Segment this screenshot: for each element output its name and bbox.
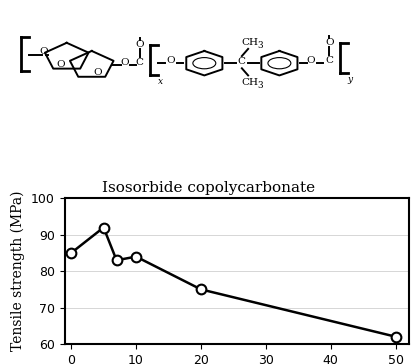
Text: O: O: [40, 47, 48, 56]
Text: 3: 3: [258, 81, 264, 90]
Y-axis label: Tensile strength (MPa): Tensile strength (MPa): [11, 191, 25, 351]
Text: C: C: [325, 56, 334, 65]
Text: CH: CH: [242, 38, 259, 47]
Point: [392, 334, 399, 340]
Text: 3: 3: [258, 41, 264, 50]
Text: O: O: [167, 56, 175, 65]
Text: O: O: [306, 56, 315, 65]
Point: [68, 250, 75, 256]
Point: [113, 257, 120, 263]
Text: O: O: [56, 60, 65, 69]
Point: [100, 225, 107, 230]
Text: x: x: [158, 77, 163, 86]
Text: O: O: [94, 68, 102, 77]
Text: O: O: [325, 38, 334, 47]
Text: O: O: [136, 40, 144, 50]
Text: y: y: [348, 75, 353, 84]
Point: [198, 286, 204, 292]
Text: O: O: [121, 58, 129, 67]
Text: CH: CH: [242, 78, 259, 87]
Text: C: C: [136, 58, 144, 67]
Point: [133, 254, 139, 260]
Text: C: C: [238, 57, 246, 66]
Text: Isosorbide copolycarbonate: Isosorbide copolycarbonate: [102, 181, 315, 194]
